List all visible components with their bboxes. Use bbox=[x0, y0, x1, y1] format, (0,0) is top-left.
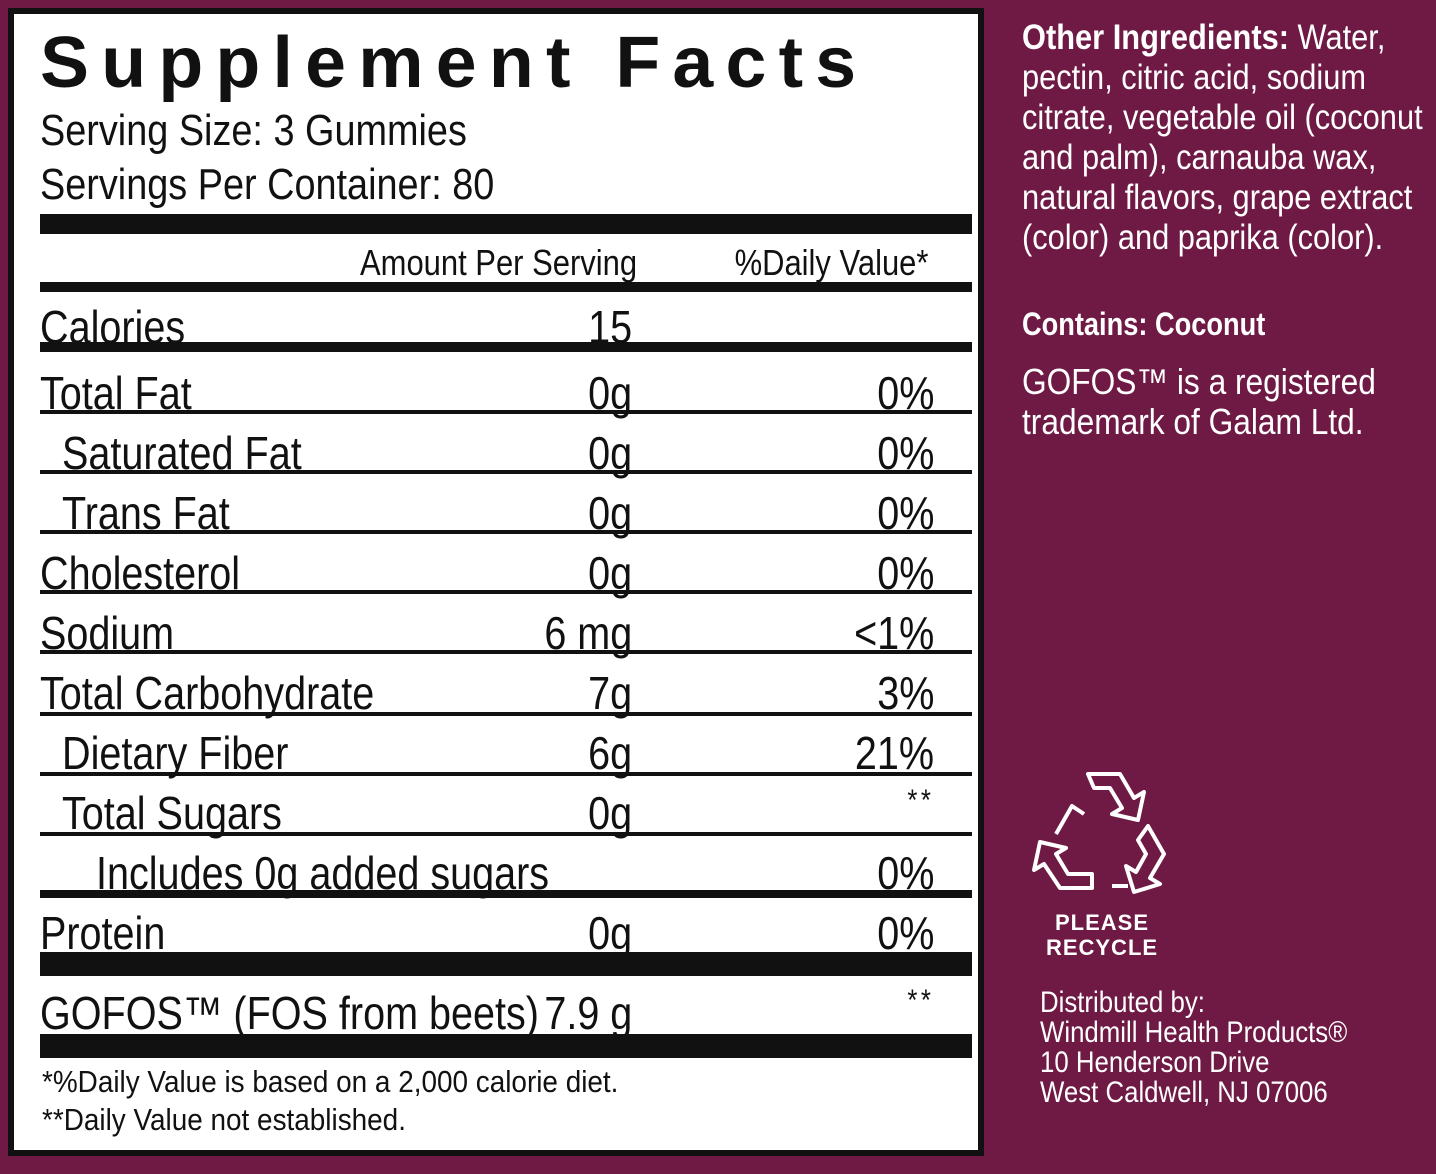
nutrient-amount: 0g bbox=[587, 787, 632, 839]
distributor-address-1: 10 Henderson Drive bbox=[1040, 1046, 1270, 1079]
recycle-icon bbox=[1032, 772, 1166, 894]
ingredients-text: Water, pectin, citric acid, sodium citra… bbox=[1022, 18, 1423, 257]
distributed-by-label: Distributed by: bbox=[1040, 986, 1205, 1019]
distributor-block: Distributed by: Windmill Health Products… bbox=[1040, 988, 1347, 1108]
thick-divider bbox=[40, 214, 972, 234]
row-total-sugars: Total Sugars 0g ** bbox=[40, 778, 972, 839]
medium-divider bbox=[40, 282, 972, 292]
row-sodium: Sodium 6 mg <1% bbox=[40, 598, 972, 659]
thin-divider bbox=[40, 832, 972, 836]
nutrient-daily-value: 21% bbox=[854, 727, 934, 779]
medium-divider bbox=[40, 342, 972, 352]
row-total-fat: Total Fat 0g 0% bbox=[40, 358, 972, 419]
thick-divider bbox=[40, 952, 972, 976]
thin-divider bbox=[40, 772, 972, 776]
medium-divider bbox=[40, 890, 972, 898]
daily-value-header: %Daily Value* bbox=[734, 242, 928, 283]
servings-per-container: Servings Per Container: 80 bbox=[40, 160, 495, 209]
allergen-statement: Contains: Coconut bbox=[1022, 306, 1266, 342]
nutrient-label: GOFOS™ (FOS from beets) bbox=[40, 987, 539, 1039]
distributor-company: Windmill Health Products® bbox=[1040, 1016, 1348, 1049]
nutrient-daily-value: ** bbox=[907, 784, 934, 817]
nutrient-amount: 6g bbox=[587, 727, 632, 779]
distributor-address-2: West Caldwell, NJ 07006 bbox=[1040, 1076, 1328, 1109]
nutrient-amount: 7.9 g bbox=[544, 987, 632, 1039]
ingredients-heading: Other Ingredients: bbox=[1022, 18, 1289, 57]
trademark-notice: GOFOS™ is a registered trademark of Gala… bbox=[1022, 361, 1376, 442]
thin-divider bbox=[40, 470, 972, 474]
nutrient-daily-value: 3% bbox=[876, 667, 934, 719]
row-dietary-fiber: Dietary Fiber 6g 21% bbox=[40, 718, 972, 779]
row-gofos: GOFOS™ (FOS from beets) 7.9 g ** bbox=[40, 978, 972, 1039]
nutrient-amount: 7g bbox=[587, 667, 632, 719]
nutrient-label: Total Carbohydrate bbox=[40, 667, 375, 719]
row-trans-fat: Trans Fat 0g 0% bbox=[40, 478, 972, 539]
nutrient-amount: 0g bbox=[587, 907, 632, 959]
nutrient-daily-value: ** bbox=[907, 984, 934, 1017]
row-saturated-fat: Saturated Fat 0g 0% bbox=[40, 418, 972, 479]
other-ingredients: Other Ingredients: Water, pectin, citric… bbox=[1022, 18, 1427, 258]
row-protein: Protein 0g 0% bbox=[40, 898, 972, 959]
serving-size: Serving Size: 3 Gummies bbox=[40, 106, 467, 155]
row-cholesterol: Cholesterol 0g 0% bbox=[40, 538, 972, 599]
thin-divider bbox=[40, 530, 972, 534]
thin-divider bbox=[40, 712, 972, 716]
please-recycle-text: PLEASE RECYCLE bbox=[1020, 910, 1184, 960]
nutrient-label: Protein bbox=[40, 907, 166, 959]
nutrient-label: Dietary Fiber bbox=[62, 727, 289, 779]
recycle-line-2: RECYCLE bbox=[1045, 935, 1159, 960]
row-total-carbohydrate: Total Carbohydrate 7g 3% bbox=[40, 658, 972, 719]
supplement-facts-panel: Supplement Facts Serving Size: 3 Gummies… bbox=[8, 8, 984, 1156]
thin-divider bbox=[40, 590, 972, 594]
amount-per-serving-header: Amount Per Serving bbox=[360, 242, 638, 283]
thin-divider bbox=[40, 410, 972, 414]
thin-divider bbox=[40, 650, 972, 654]
row-added-sugars: Includes 0g added sugars 0% bbox=[40, 838, 972, 899]
footnote-daily-value: *%Daily Value is based on a 2,000 calori… bbox=[42, 1064, 619, 1099]
footnote-not-established: **Daily Value not established. bbox=[42, 1102, 406, 1137]
panel-title: Supplement Facts bbox=[40, 23, 869, 103]
nutrient-label: Total Sugars bbox=[62, 787, 282, 839]
thick-divider bbox=[40, 1034, 972, 1058]
nutrient-daily-value: 0% bbox=[876, 907, 934, 959]
recycle-line-1: PLEASE bbox=[1054, 910, 1150, 935]
